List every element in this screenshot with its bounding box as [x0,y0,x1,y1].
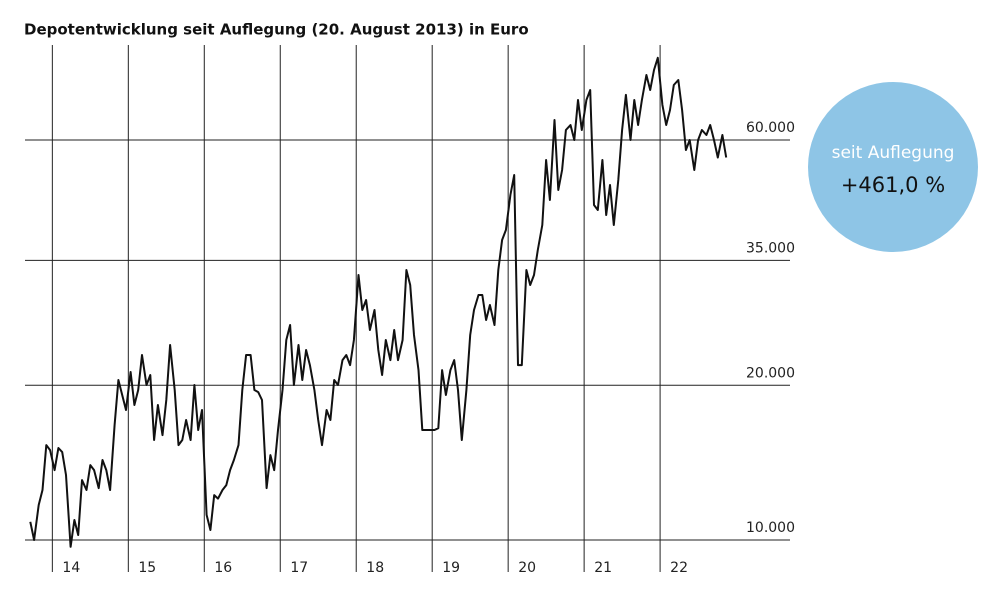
y-tick-label: 10.000 [746,520,795,536]
x-tick-label: 16 [214,560,232,576]
x-tick-label: 19 [442,560,460,576]
y-tick-label: 60.000 [746,120,795,136]
x-tick-label: 14 [62,560,80,576]
x-tick-label: 22 [670,560,688,576]
y-tick-label: 20.000 [746,365,795,381]
y-tick-label: 35.000 [746,240,795,256]
performance-badge [808,82,978,252]
chart-title: Depotentwicklung seit Auflegung (20. Aug… [24,21,529,39]
x-tick-label: 18 [366,560,384,576]
x-tick-label: 15 [138,560,156,576]
badge-value: +461,0 % [841,173,945,197]
badge-caption: seit Auflegung [832,143,955,163]
data-line [29,56,728,548]
x-tick-label: 20 [518,560,536,576]
x-tick-label: 21 [594,560,612,576]
x-tick-label: 17 [290,560,308,576]
